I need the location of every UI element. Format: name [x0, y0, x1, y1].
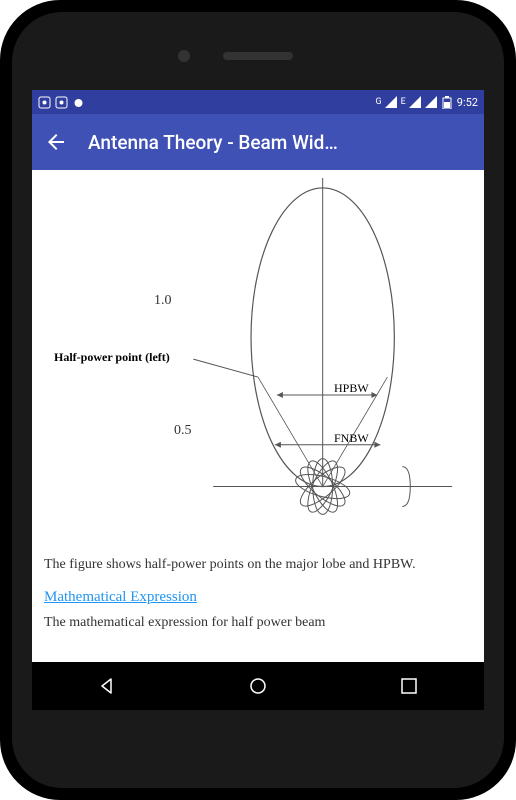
arrow-back-icon: [44, 130, 68, 154]
phone-frame: G E 9:52: [0, 0, 516, 800]
figure-caption: The figure shows half-power points on th…: [44, 554, 472, 575]
axis-label-10: 1.0: [154, 293, 172, 309]
nav-recent-button[interactable]: [397, 674, 421, 698]
half-power-left-label: Half-power point (left): [54, 350, 170, 365]
status-right: G E 9:52: [376, 96, 478, 109]
network-g-label: G: [376, 97, 382, 107]
back-button[interactable]: [44, 130, 68, 154]
nav-home-button[interactable]: [246, 674, 270, 698]
phone-camera: [178, 50, 190, 62]
status-bar: G E 9:52: [32, 90, 484, 114]
network-e-label: E: [401, 97, 406, 107]
apple-icon: [72, 96, 85, 109]
body-paragraph: The mathematical expression for half pow…: [44, 612, 472, 633]
content-area[interactable]: 1.0 Half-power point (left) 0.5 HPBW FNB…: [32, 170, 484, 662]
signal-icon: [425, 96, 438, 109]
beam-diagram: 1.0 Half-power point (left) 0.5 HPBW FNB…: [44, 178, 472, 548]
circle-home-icon: [249, 677, 267, 695]
phone-bezel: G E 9:52: [12, 12, 504, 788]
page-title: Antenna Theory - Beam Wid…: [88, 131, 472, 154]
app-bar: Antenna Theory - Beam Wid…: [32, 114, 484, 170]
notification-icon: [38, 96, 51, 109]
triangle-back-icon: [97, 676, 117, 696]
nav-back-button[interactable]: [95, 674, 119, 698]
axis-label-05: 0.5: [174, 423, 192, 439]
battery-icon: [441, 96, 454, 109]
fnbw-label: FNBW: [334, 431, 369, 446]
phone-speaker: [223, 52, 293, 60]
signal-icon: [385, 96, 398, 109]
notification-icon: [55, 96, 68, 109]
square-recent-icon: [400, 677, 418, 695]
math-expression-link[interactable]: Mathematical Expression: [44, 589, 197, 606]
android-nav-bar: [32, 662, 484, 710]
hpbw-label: HPBW: [334, 381, 369, 396]
screen: G E 9:52: [32, 90, 484, 710]
status-left: [38, 96, 85, 109]
clock-text: 9:52: [457, 96, 478, 109]
signal-icon: [409, 96, 422, 109]
